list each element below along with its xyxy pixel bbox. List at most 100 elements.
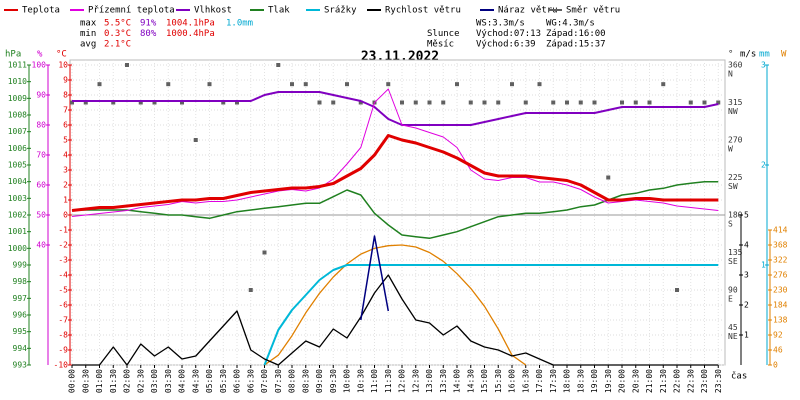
- y-tick-label: 1011: [8, 61, 27, 70]
- y-tick-label: 2: [761, 161, 766, 170]
- y-tick-label: 138: [773, 316, 788, 325]
- y-tick-label: 1010: [8, 77, 27, 86]
- y-tick-label: 996: [13, 311, 28, 320]
- info-text: Slunce: [427, 29, 460, 39]
- x-tick-label: 05:00: [205, 369, 214, 393]
- series-line: [71, 88, 719, 217]
- direction-point: [248, 288, 253, 292]
- y-tick-label: 0: [773, 361, 778, 370]
- y-tick-label: 50: [36, 211, 46, 220]
- x-tick-label: 19:30: [604, 369, 613, 393]
- y-tick-label: 90: [36, 91, 46, 100]
- y-tick-label: 322: [773, 256, 788, 265]
- y-tick-label: 1006: [8, 144, 27, 153]
- y-tick-label: 999: [13, 261, 28, 270]
- info-text: WS:3.3m/s: [476, 19, 525, 29]
- axis-unit: W: [781, 50, 787, 60]
- direction-point: [716, 100, 721, 105]
- x-tick-label: 02:00: [123, 369, 132, 393]
- y-tick-label: 1008: [8, 111, 27, 120]
- direction-point: [427, 100, 432, 105]
- x-tick-label: 09:00: [315, 369, 324, 393]
- x-tick-label: 03:00: [150, 369, 159, 393]
- x-tick-label: 08:00: [288, 369, 297, 393]
- x-tick-label: 01:30: [109, 369, 118, 393]
- x-tick-label: 23:00: [700, 369, 709, 393]
- y-tick-label: 1: [744, 331, 749, 340]
- y-tick-label: 1007: [8, 127, 27, 136]
- y-tick-label: 368: [773, 241, 788, 250]
- stat-text: max: [80, 19, 97, 29]
- x-tick-label: 11:00: [370, 369, 379, 393]
- y-tick-label: 5: [63, 136, 68, 145]
- direction-point: [578, 100, 583, 105]
- x-tick-label: 04:30: [191, 369, 200, 393]
- x-tick-label: 15:00: [480, 369, 489, 393]
- x-tick-label: 07:30: [274, 369, 283, 393]
- x-tick-label: 21:30: [659, 369, 668, 393]
- direction-point: [303, 82, 308, 87]
- x-tick-label: 08:30: [301, 369, 310, 393]
- x-tick-label: 21:00: [645, 369, 654, 393]
- stat-text: 1004.1hPa: [166, 19, 215, 29]
- stat-text: 2.1°C: [104, 40, 131, 50]
- x-tick-label: 07:00: [260, 369, 269, 393]
- x-tick-label: 16:30: [521, 369, 530, 393]
- y-tick-label: 46: [773, 346, 783, 355]
- legend-label: Směr větru: [566, 6, 620, 16]
- y-tick-label: 4: [63, 151, 68, 160]
- direction-point: [152, 100, 157, 105]
- y-tick-label: -8: [58, 331, 68, 340]
- chart-title: 23.11.2022: [361, 50, 439, 65]
- y-tick-label: 3: [63, 166, 68, 175]
- y-tick-label: 180: [728, 211, 743, 220]
- direction-point: [235, 100, 239, 105]
- axis-unit: m/s: [740, 50, 756, 60]
- direction-point: [400, 100, 404, 105]
- y-tick-label: 8: [63, 91, 68, 100]
- x-tick-label: 03:30: [164, 369, 173, 393]
- y-tick-label: 4: [744, 241, 749, 250]
- x-tick-label: 14:30: [466, 369, 475, 393]
- x-tick-label: 01:00: [95, 369, 104, 393]
- legend-label: Přízemní teplota: [88, 6, 175, 16]
- axis-unit: °C: [56, 50, 67, 60]
- compass-label: E: [728, 295, 733, 304]
- x-tick-label: 17:30: [549, 369, 558, 393]
- y-tick-label: 80: [36, 121, 46, 130]
- x-tick-label: 12:00: [398, 369, 407, 393]
- compass-label: SE: [728, 257, 738, 266]
- compass-label: S: [728, 220, 733, 229]
- y-tick-label: 276: [773, 271, 788, 280]
- legend-label: Rychlost větru: [385, 6, 461, 16]
- compass-label: W: [728, 145, 733, 154]
- direction-point: [441, 100, 446, 105]
- direction-point: [386, 82, 391, 87]
- y-tick-label: 10: [58, 61, 68, 70]
- y-tick-label: 995: [13, 327, 28, 336]
- y-tick-label: 0: [63, 211, 68, 220]
- y-tick-label: 997: [13, 294, 28, 303]
- direction-point: [331, 100, 336, 105]
- y-tick-label: 1009: [8, 94, 27, 103]
- y-tick-label: 100: [32, 61, 47, 70]
- direction-point: [482, 100, 487, 105]
- direction-point: [537, 82, 542, 87]
- direction-point: [565, 100, 569, 105]
- y-tick-label: 360: [728, 61, 743, 70]
- direction-point: [207, 82, 212, 87]
- y-tick-label: -1: [58, 226, 68, 235]
- y-tick-label: 60: [36, 181, 46, 190]
- y-tick-label: 1005: [8, 161, 27, 170]
- direction-point: [97, 82, 102, 87]
- stat-text: 0.3°C: [104, 29, 131, 39]
- y-tick-label: -5: [58, 286, 68, 295]
- direction-point: [523, 100, 528, 105]
- direction-point: [551, 100, 556, 105]
- x-tick-label: 16:00: [508, 369, 517, 393]
- stat-text: 1000.4hPa: [166, 29, 215, 39]
- y-tick-label: 70: [36, 151, 46, 160]
- stat-text: 91%: [140, 19, 157, 29]
- direction-point: [702, 100, 707, 105]
- y-tick-label: -9: [58, 346, 68, 355]
